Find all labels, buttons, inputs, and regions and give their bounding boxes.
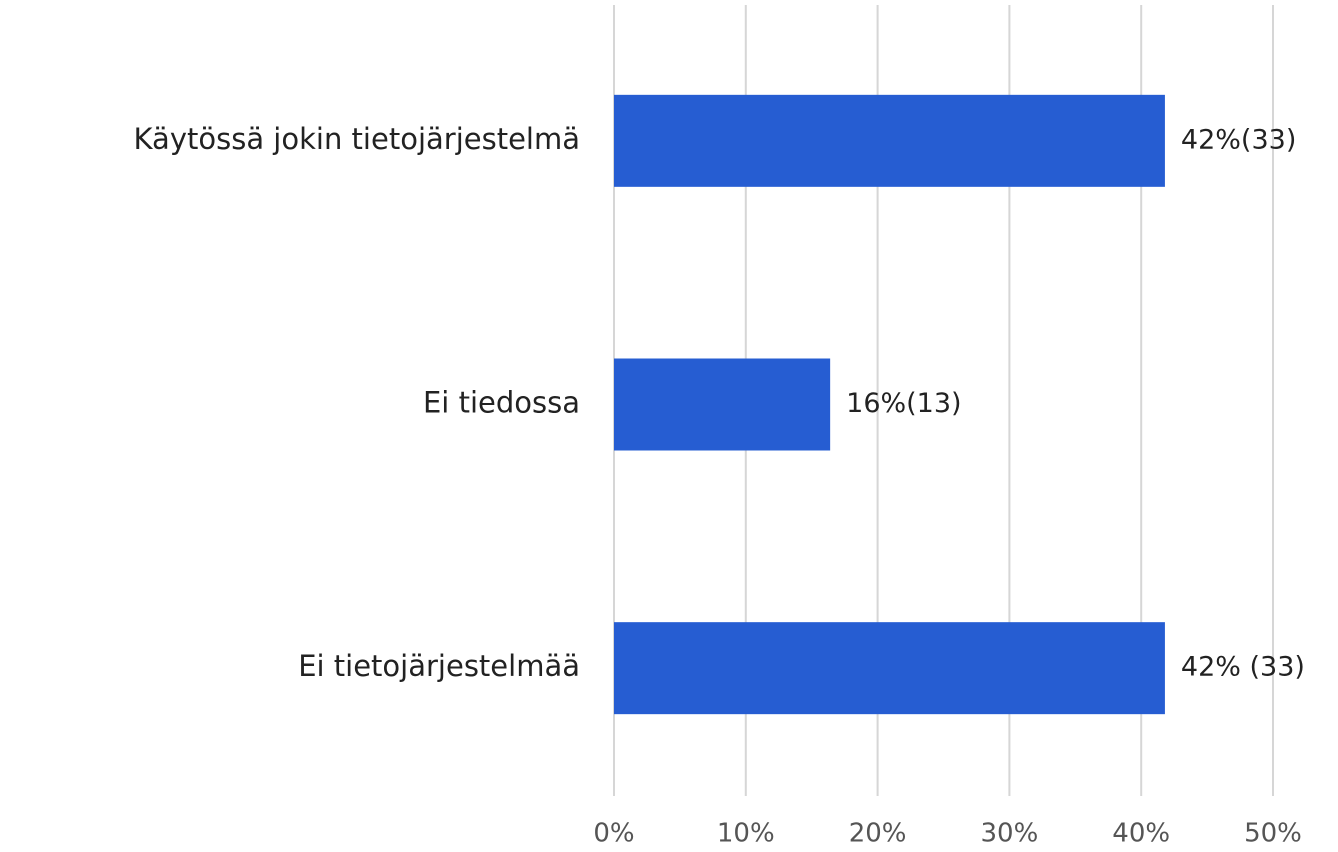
bar bbox=[614, 622, 1165, 715]
x-tick-label: 20% bbox=[849, 819, 907, 849]
x-tick-label: 10% bbox=[717, 819, 775, 849]
x-tick-label: 50% bbox=[1244, 819, 1302, 849]
y-tick-label: Käytössä jokin tietojärjestelmä bbox=[134, 122, 580, 156]
x-tick-label: 0% bbox=[593, 819, 634, 849]
data-label: 42%(33) bbox=[1181, 124, 1296, 155]
x-tick-label: 30% bbox=[981, 819, 1039, 849]
bar bbox=[614, 94, 1165, 187]
data-label: 16%(13) bbox=[846, 388, 961, 419]
bar bbox=[614, 358, 831, 451]
y-tick-label: Ei tiedossa bbox=[423, 386, 580, 420]
x-tick-label: 40% bbox=[1112, 819, 1170, 849]
data-label: 42% (33) bbox=[1181, 652, 1305, 683]
y-tick-label: Ei tietojärjestelmää bbox=[298, 649, 580, 683]
